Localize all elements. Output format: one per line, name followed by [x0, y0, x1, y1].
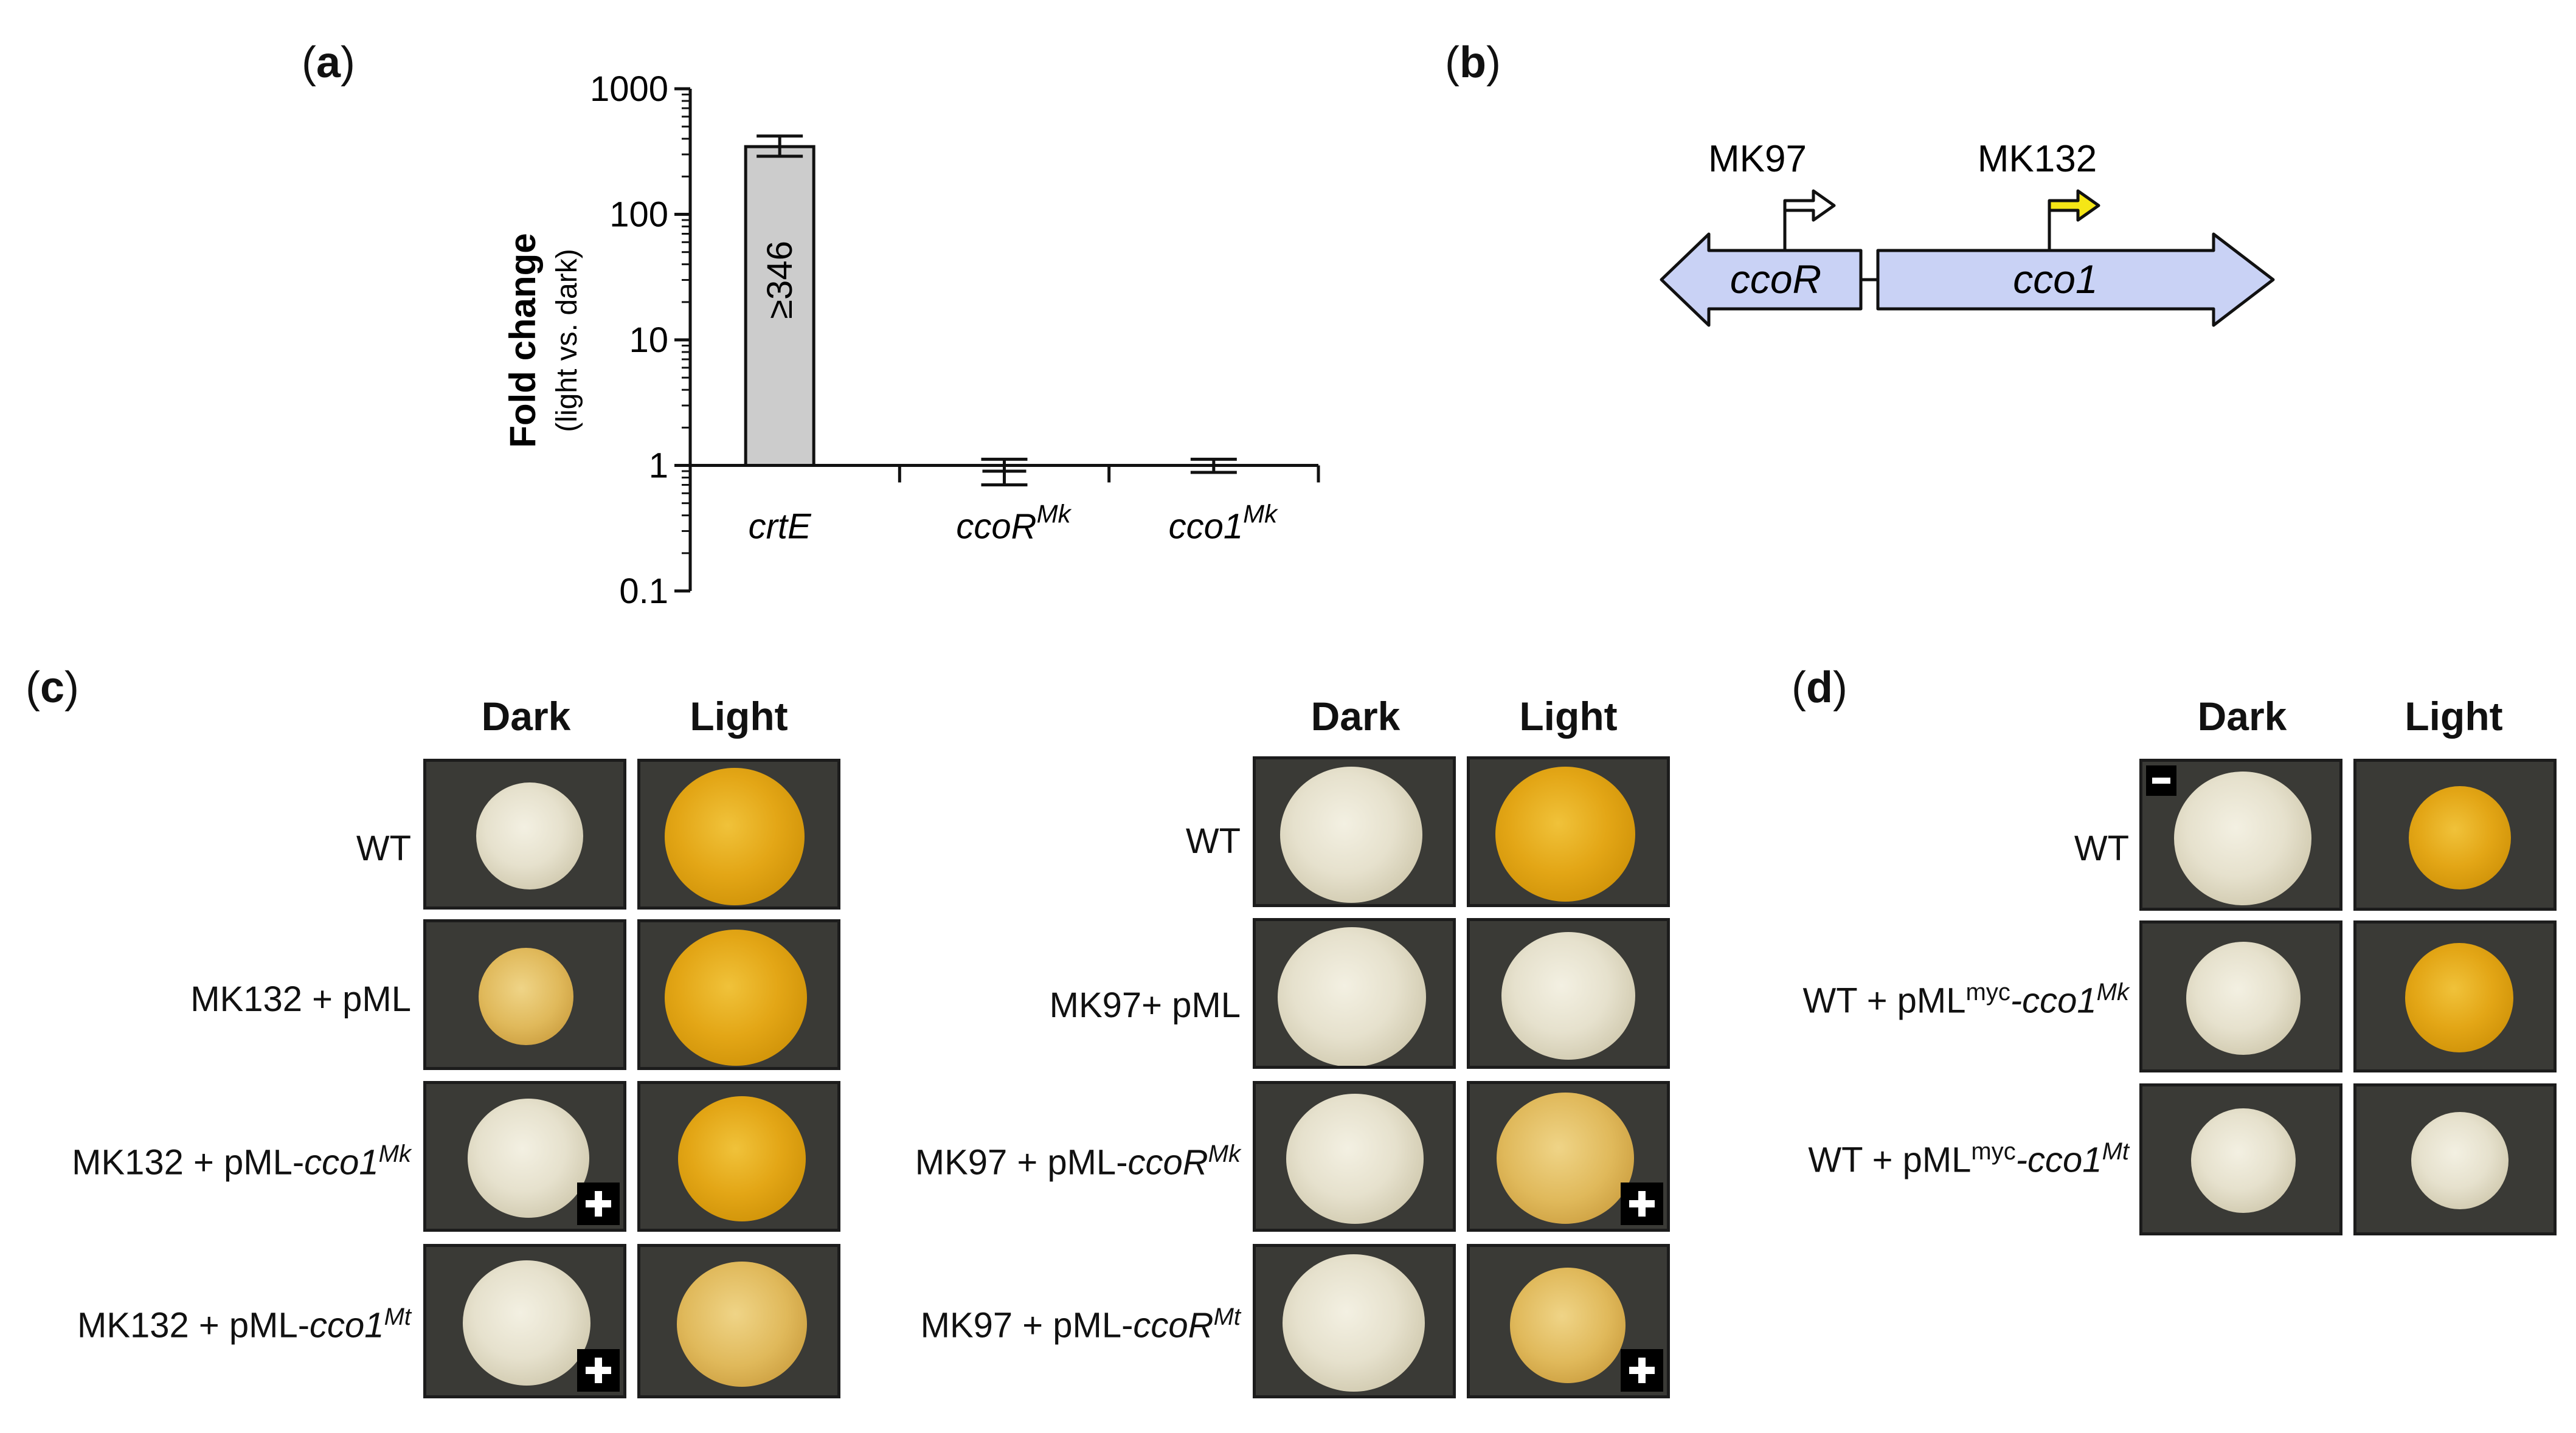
panel-label-d: (d)	[1792, 663, 1847, 712]
gene-cco1-arrow	[1876, 232, 2275, 327]
c-left-col-dark: Dark	[481, 694, 571, 739]
colony	[1497, 1093, 1634, 1224]
plate-c-left-mk132-light	[637, 919, 840, 1070]
plate-d-cco1mk-light	[2353, 920, 2557, 1072]
c-left-col-light: Light	[690, 694, 788, 739]
panel-label-a: (a)	[302, 38, 356, 87]
plate-c-right-mk97-dark	[1253, 918, 1456, 1069]
colony	[1501, 932, 1635, 1060]
y-tick-label: 1000	[590, 69, 668, 109]
plate-d-wt-dark	[2139, 759, 2342, 911]
d-col-dark: Dark	[2197, 694, 2287, 739]
y-tick-label: 10	[629, 320, 668, 360]
c-left-row-label-1: WT	[356, 829, 411, 868]
c-left-row-label-2: MK132 + pML	[190, 979, 411, 1019]
y-axis-sublabel: (light vs. dark)	[551, 249, 583, 432]
d-row-label-1: WT	[2074, 829, 2129, 868]
plate-c-left-mk132-cco1mt-dark	[423, 1244, 626, 1398]
colony	[2411, 1112, 2508, 1209]
y-tick-label: 100	[609, 195, 668, 235]
y-tick-label: 0.1	[619, 571, 668, 611]
colony	[2405, 943, 2513, 1052]
plate-c-right-mk97-ccormk-light	[1467, 1081, 1670, 1232]
colony	[468, 1099, 589, 1218]
plus-icon	[577, 1349, 620, 1392]
minus-icon	[2146, 765, 2176, 796]
plus-icon	[1621, 1183, 1663, 1225]
gene-cco1-label: cco1	[2013, 257, 2097, 302]
colony	[665, 768, 805, 905]
c-right-row-label-1: WT	[1185, 821, 1241, 861]
colony	[2191, 1108, 2296, 1213]
d-row-label-3: WT + pMLmyc-cco1Mt	[1808, 1138, 2129, 1180]
promoter-mk132-label: MK132	[1978, 138, 2097, 180]
plate-d-cco1mk-dark	[2139, 920, 2342, 1072]
colony	[2174, 772, 2311, 905]
fold-change-chart: 1000 100 10 1 0.1 Fold change (light vs. dark)…	[502, 69, 1320, 611]
plate-c-right-wt-dark	[1253, 756, 1456, 907]
bar-annotation: ≥346	[760, 241, 800, 319]
colony	[479, 948, 573, 1045]
d-row-label-2: WT + pMLmyc-cco1Mk	[1802, 979, 2129, 1021]
d-col-light: Light	[2405, 694, 2503, 739]
plate-c-right-wt-light	[1467, 756, 1670, 907]
colony	[678, 1096, 806, 1221]
colony	[1280, 767, 1422, 903]
plate-c-left-wt-dark	[423, 759, 626, 910]
x-tick-label: cco1Mk	[1169, 500, 1279, 547]
y-tick-label: 1	[649, 446, 668, 486]
colony	[677, 1262, 807, 1387]
plate-d-wt-light	[2353, 759, 2557, 911]
x-tick-label: crtE	[749, 507, 812, 547]
plate-c-right-mk97-ccormt-light	[1467, 1244, 1670, 1398]
promoter-mk132-arrow-icon	[2048, 189, 2100, 222]
promoter-mk97-arrow-icon	[1783, 189, 1836, 222]
c-right-row-label-3: MK97 + pML-ccoRMk	[915, 1141, 1241, 1183]
gene-ccor-label: ccoR	[1730, 257, 1821, 302]
c-right-row-label-2: MK97+ pML	[1049, 986, 1241, 1025]
c-left-row-label-3: MK132 + pML-cco1Mk	[72, 1141, 411, 1183]
colony	[1510, 1268, 1626, 1383]
c-right-col-light: Light	[1519, 694, 1618, 739]
colony	[476, 782, 583, 889]
plus-icon	[577, 1183, 620, 1225]
plate-c-left-mk132-cco1mk-light	[637, 1081, 840, 1232]
colony	[2409, 786, 2511, 889]
plate-c-left-wt-light	[637, 759, 840, 910]
colony	[1283, 1254, 1425, 1392]
plate-c-left-mk132-cco1mt-light	[637, 1244, 840, 1398]
plate-c-right-mk97-ccormt-dark	[1253, 1244, 1456, 1398]
colony	[1286, 1094, 1424, 1224]
y-axis-label: Fold change	[502, 233, 543, 447]
plate-c-right-mk97-light	[1467, 918, 1670, 1069]
colony	[2186, 942, 2301, 1055]
plate-d-cco1mt-light	[2353, 1083, 2557, 1235]
gene-diagram: MK97 MK132 ccoR cco1	[1660, 138, 2275, 327]
colony	[665, 930, 807, 1066]
c-right-col-dark: Dark	[1311, 694, 1401, 739]
colony	[1278, 927, 1426, 1066]
colony	[1495, 767, 1635, 902]
panel-label-c: (c)	[26, 663, 80, 712]
plate-c-left-mk132-dark	[423, 919, 626, 1070]
plate-c-left-mk132-cco1mk-dark	[423, 1081, 626, 1232]
promoter-mk97-label: MK97	[1708, 138, 1807, 180]
c-left-row-label-4: MK132 + pML-cco1Mt	[77, 1304, 411, 1345]
colony	[463, 1260, 590, 1386]
plate-c-right-mk97-ccormk-dark	[1253, 1081, 1456, 1232]
c-right-row-label-4: MK97 + pML-ccoRMt	[920, 1304, 1241, 1345]
plus-icon	[1621, 1349, 1663, 1392]
x-tick-label: ccoRMk	[956, 500, 1072, 547]
plate-d-cco1mt-dark	[2139, 1083, 2342, 1235]
panel-label-b: (b)	[1445, 38, 1501, 87]
